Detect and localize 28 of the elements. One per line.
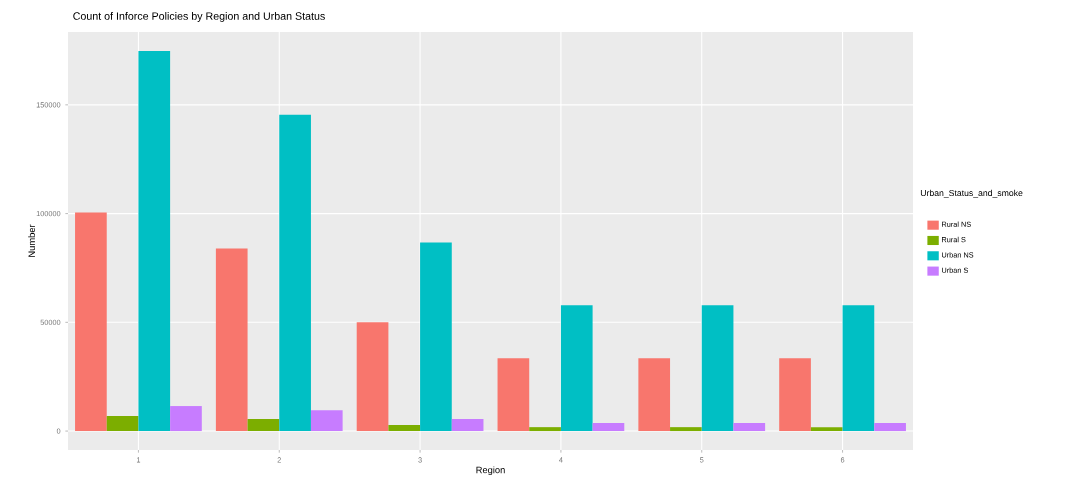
legend-title: Urban_Status_and_smoke (920, 189, 1023, 198)
bar (529, 427, 561, 432)
bar (810, 427, 843, 432)
bar (701, 305, 734, 432)
y-axis-title: Number (28, 224, 35, 257)
bar (106, 416, 139, 432)
bar (388, 424, 421, 432)
bar (279, 114, 311, 432)
bar (247, 419, 280, 432)
bar (592, 423, 625, 432)
bar (842, 305, 875, 432)
bar (874, 423, 906, 432)
bar (451, 419, 484, 432)
bar (420, 242, 452, 432)
chart-title: Count of Inforce Policies by Region and Urban Status (73, 12, 325, 22)
bar (670, 427, 702, 432)
x-axis-title: Region (476, 466, 505, 476)
bar (138, 50, 171, 432)
bar (170, 406, 202, 432)
bar (215, 248, 248, 432)
bar (779, 358, 811, 432)
bar (356, 322, 389, 432)
bar (733, 423, 766, 432)
bar (638, 358, 671, 432)
bar (560, 305, 593, 432)
bar (310, 410, 343, 432)
bar (75, 212, 107, 432)
bar (497, 358, 530, 432)
